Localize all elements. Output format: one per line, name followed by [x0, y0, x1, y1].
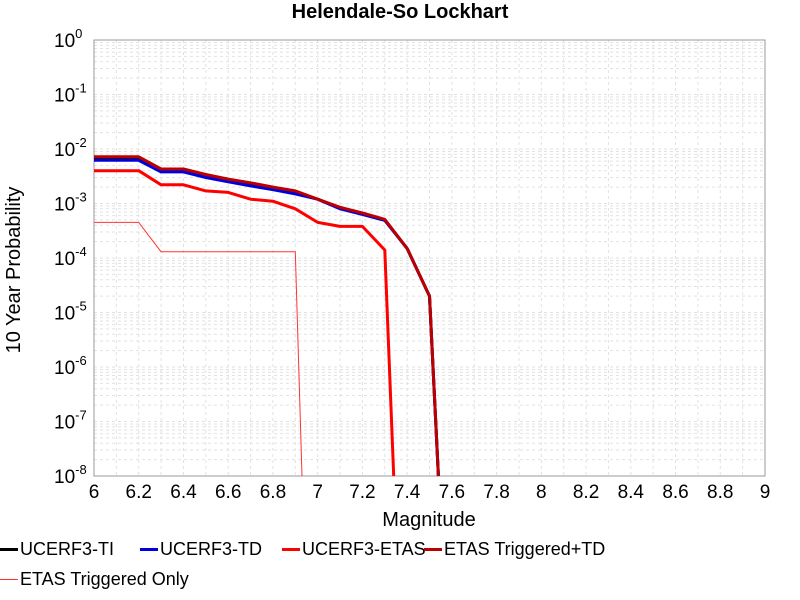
chart-title: Helendale-So Lockhart: [292, 1, 509, 23]
legend-label: UCERF3-TI: [20, 539, 114, 559]
x-tick-label: 7: [312, 482, 323, 503]
y-axis-label: 10 Year Probability: [3, 187, 25, 354]
series-layer: [94, 155, 440, 477]
x-tick-label: 6.4: [170, 482, 197, 503]
y-tick-label: 10-8: [54, 462, 87, 488]
x-tick-label: 7.6: [439, 482, 465, 503]
legend-item: UCERF3-ETAS: [282, 539, 426, 560]
x-tick-label: 6.6: [215, 482, 241, 503]
legend-swatch: [282, 548, 300, 551]
x-tick-label: 8.6: [662, 482, 688, 503]
x-tick-label: 7.2: [349, 482, 375, 503]
x-tick-label: 8: [536, 482, 547, 503]
y-tick-labels: 10-8 10-7 10-6 10-5 10-4 10-3 10-2 10-1 100: [54, 26, 87, 488]
x-tick-label: 8.2: [573, 482, 599, 503]
legend-item: ETAS Triggered+TD: [424, 539, 605, 560]
legend-swatch: [424, 548, 442, 551]
legend-label: ETAS Triggered Only: [20, 569, 189, 589]
x-tick-label: 7.8: [483, 482, 509, 503]
x-axis-label: Magnitude: [382, 509, 475, 531]
y-tick-label: 100: [54, 26, 82, 52]
x-tick-label: 8.4: [618, 482, 645, 503]
x-tick-label: 6.2: [126, 482, 152, 503]
plot-frame: [93, 39, 766, 477]
series-line: [94, 155, 440, 477]
y-tick-label: 10-2: [54, 135, 87, 161]
legend-swatch: [0, 579, 18, 580]
y-tick-label: 10-3: [54, 190, 87, 216]
y-tick-label: 10-5: [54, 299, 87, 325]
x-tick-label: 8.8: [707, 482, 733, 503]
y-tick-label: 10-7: [54, 408, 87, 434]
y-tick-label: 10-4: [54, 244, 87, 270]
legend-swatch: [140, 548, 158, 551]
x-tick-label: 9: [760, 482, 771, 503]
legend-item: ETAS Triggered Only: [0, 569, 189, 590]
x-tick-label: 7.4: [394, 482, 421, 503]
series-line: [94, 221, 303, 477]
y-tick-label: 10-1: [54, 81, 87, 107]
legend: UCERF3-TI UCERF3-TD UCERF3-ETAS ETAS Trigge…: [0, 536, 800, 600]
legend-item: UCERF3-TD: [140, 539, 262, 560]
y-tick-label: 10-6: [54, 353, 87, 379]
grid: [93, 40, 766, 477]
legend-label: UCERF3-ETAS: [302, 539, 426, 559]
legend-label: ETAS Triggered+TD: [444, 539, 606, 559]
x-tick-labels: 6 6.2 6.4 6.6 6.8 7 7.2 7.4 7.6 7.8 8 8.2 8.4 8.6 8.8 9: [89, 482, 771, 503]
series-line: [94, 169, 396, 477]
legend-item: UCERF3-TI: [0, 539, 114, 560]
x-tick-label: 6.8: [260, 482, 286, 503]
x-tick-label: 6: [89, 482, 100, 503]
legend-label: UCERF3-TD: [160, 539, 262, 559]
legend-swatch: [0, 548, 18, 551]
